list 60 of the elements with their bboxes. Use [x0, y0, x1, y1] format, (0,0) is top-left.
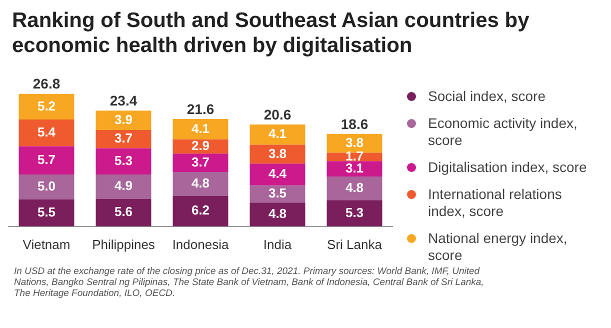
data-label: 3.5 — [268, 186, 287, 201]
data-label: 5.5 — [37, 204, 56, 220]
bar — [18, 94, 74, 120]
bar — [18, 120, 74, 146]
text: In USD at the exchange rate of the closing price as of Dec.31, 2021. Primary sources: World Bank, IMF, United Nations, Bangko Sentral ng Pilipinas, The State Bank of Vietnam, Bank of Indonesia, Central Bank of Sri Lanka, The Heritage Foundation, ILO, OECD. — [14, 266, 484, 299]
total-label: 23.4 — [110, 92, 138, 109]
total-label: 21.6 — [186, 100, 214, 117]
data-label: 5.7 — [37, 152, 56, 167]
bar — [172, 196, 228, 226]
data-label: 4.9 — [114, 178, 133, 194]
chart-title: Ranking of South and Southeast Asian countries by economic health driven by digitalisation — [12, 8, 530, 58]
bar — [172, 154, 228, 172]
data-label: 3.8 — [345, 134, 364, 150]
total-label: 20.6 — [264, 106, 292, 122]
data-label: 4.8 — [345, 180, 364, 195]
bar — [96, 110, 152, 130]
total-label: 26.8 — [32, 76, 60, 92]
data-label: 5.0 — [37, 178, 56, 194]
data-label: 4.4 — [268, 166, 288, 182]
data-label: 4.1 — [268, 126, 287, 142]
data-label: 4.1 — [191, 120, 210, 136]
data-label: 6.2 — [191, 202, 210, 218]
legend-label: International relations index, score — [428, 186, 563, 220]
bar — [326, 161, 382, 176]
bar — [18, 146, 74, 174]
bar — [18, 199, 74, 226]
legend-label: Economic activity index, score — [428, 115, 578, 149]
data-label: 5.4 — [37, 124, 56, 140]
bar — [96, 198, 152, 226]
legend-label: Social index, score — [428, 88, 546, 105]
data-label: 3.9 — [114, 112, 133, 127]
x-tick-label: Sri Lanka — [327, 236, 383, 252]
x-tick-label: India — [263, 236, 292, 252]
bar — [172, 119, 228, 140]
data-label: 2.9 — [191, 138, 210, 154]
bar — [326, 176, 382, 200]
x-tick-label: Vietnam — [22, 236, 70, 252]
bar — [250, 202, 306, 226]
bar — [250, 164, 306, 186]
bar — [96, 148, 152, 174]
data-label: 3.7 — [191, 154, 210, 170]
bar — [18, 174, 74, 200]
data-label: 3.8 — [268, 146, 287, 161]
total-label: 18.6 — [340, 116, 368, 132]
bar — [172, 172, 228, 196]
legend-label: Digitalisation index, score — [428, 159, 587, 176]
bar — [250, 124, 306, 145]
data-label: 5.3 — [345, 204, 364, 220]
bar — [96, 130, 152, 148]
data-label: 3.7 — [114, 130, 133, 146]
data-label: 5.3 — [114, 152, 133, 168]
data-label: 4.8 — [268, 206, 287, 222]
x-tick-label: Indonesia — [172, 236, 230, 252]
data-label: 5.2 — [37, 98, 56, 114]
legend-label: National energy index, score — [428, 230, 568, 264]
data-label: 5.6 — [114, 204, 133, 220]
data-label: 4.8 — [191, 175, 210, 190]
x-tick-label: Philippines — [92, 236, 156, 252]
bar — [326, 200, 382, 226]
bar — [96, 174, 152, 199]
